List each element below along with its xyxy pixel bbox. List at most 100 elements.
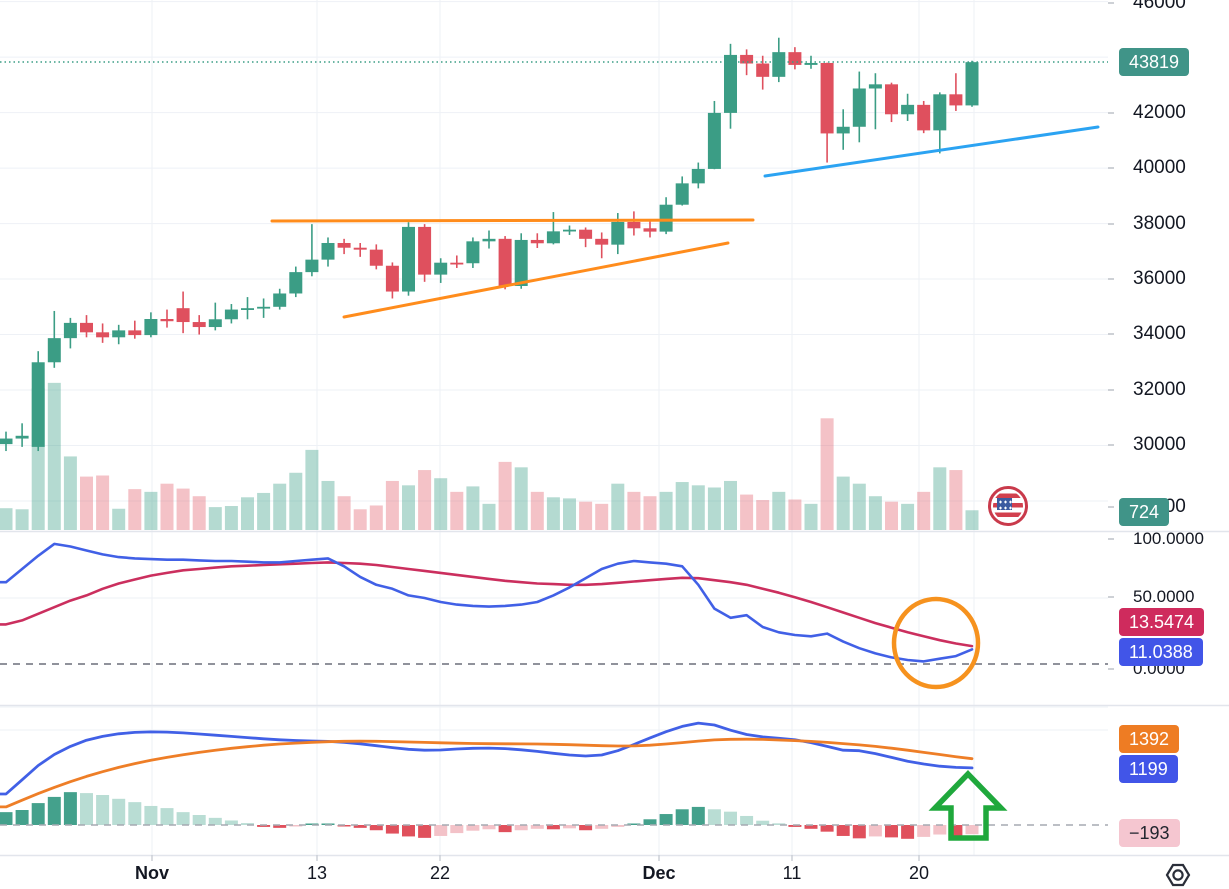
candle-body [144,319,158,336]
macd-histogram-bar [949,825,963,836]
candle-body [257,306,271,309]
candle-body [885,84,898,115]
candle-body [402,226,415,292]
time-axis-label: Nov [134,863,170,883]
stoch-slow-line [0,561,974,648]
macd-histogram-bar [112,798,126,825]
candle-body [691,168,705,184]
volume-bar [917,491,931,530]
macd-histogram-bar [450,825,464,834]
price-axis[interactable]: 46000 42000 40000 38000 36000 34000 32000 30000… [1108,0,1229,855]
candle-body [273,293,287,307]
macd-histogram-bar [514,825,528,831]
macd-histogram-bar [273,825,287,828]
macd-histogram-bar [241,823,254,825]
candle-body [530,239,544,244]
us-flag-stripes [993,491,1023,521]
candle-body [772,52,786,77]
volume-bar [788,499,802,530]
time-axis[interactable]: Nov 13 22 Dec 11 20 [0,855,1229,889]
blue-trendline[interactable] [763,125,1100,178]
candle-body [627,221,641,229]
macd-histogram-bar [885,825,898,838]
candle-body [836,126,850,134]
indicator-axis-label: 100.0000 [1133,529,1204,548]
macd-histogram-bar [772,823,786,825]
volume-bar [144,491,158,530]
macd-histogram-bar [498,825,512,833]
macd-histogram-bar [675,809,689,825]
macd-histogram-bar [224,820,238,825]
macd-histogram-bar [595,825,609,829]
volume-bar [659,491,673,530]
candle-body [675,183,689,205]
candle-body [0,438,13,445]
candle-body [724,54,737,113]
candle-body [289,272,303,294]
volume-bar [321,480,335,530]
green-up-arrow-annotation[interactable] [928,770,1008,841]
volume-bar [707,487,721,530]
macd-histogram-bar [192,815,206,825]
candle-body [47,338,61,363]
volume-bar [482,503,496,530]
price-axis-label: 46000 [1133,0,1186,13]
macd-histogram-bar [868,825,882,837]
candle-body [868,84,882,89]
macd-histogram-bar [418,825,432,838]
candle-body [176,308,190,323]
us-flag-icon[interactable] [988,486,1028,526]
macd-histogram-bar [659,814,673,825]
volume-bar [724,480,737,530]
drawing-annotations-layer[interactable] [270,125,1100,841]
macd-histogram-bar [579,825,593,831]
macd-histogram-bar [176,812,190,825]
macd-histogram-bar [530,825,544,829]
macd-histogram-bar [305,823,319,825]
volume-bar [63,456,77,530]
volume-bar [643,496,657,530]
candle-body [305,259,319,273]
candle-body [241,308,254,310]
time-axis-label: Dec [642,863,676,883]
volume-bar [369,505,383,530]
volume-bar [563,498,576,530]
macd-signal-badge: 1392 [1119,725,1180,753]
orange-trendline[interactable] [270,218,755,223]
time-axis-label: 11 [782,863,802,883]
macd-histogram-bar [852,825,866,839]
volume-bar [47,382,61,530]
volume-bar [96,475,110,530]
candle-body [337,242,351,248]
macd-histogram-bar [563,825,576,829]
macd-histogram-bar [353,825,367,828]
volume-bar [160,483,174,530]
macd-histogram-bar [691,806,705,825]
macd-histogram-bar [15,810,29,825]
volume-bar [208,507,222,530]
candle-body [96,332,110,338]
candle-body [595,238,609,245]
volume-bar [579,501,593,530]
stoch-slow-badge: 13.5474 [1119,608,1205,636]
macd-histogram-bar [128,802,142,825]
volume-bar [192,496,206,530]
macd-histogram-bar [96,795,110,825]
orange-trendline[interactable] [342,241,730,319]
candle-body [546,231,560,244]
volume-bar [627,491,641,530]
candle-body [434,262,448,275]
candle-body [15,435,29,439]
candle-body [933,94,947,131]
macd-histogram-bar [385,825,399,834]
macd-histogram-bar [546,825,560,830]
volume-bar [546,497,560,530]
candle-body [659,204,673,232]
orange-circle-annotation[interactable] [891,596,981,690]
volume-bar [949,470,963,530]
hexagon-settings-icon[interactable] [1161,860,1195,889]
macd-histogram-bar [160,808,174,825]
macd-histogram-bar [208,817,222,825]
